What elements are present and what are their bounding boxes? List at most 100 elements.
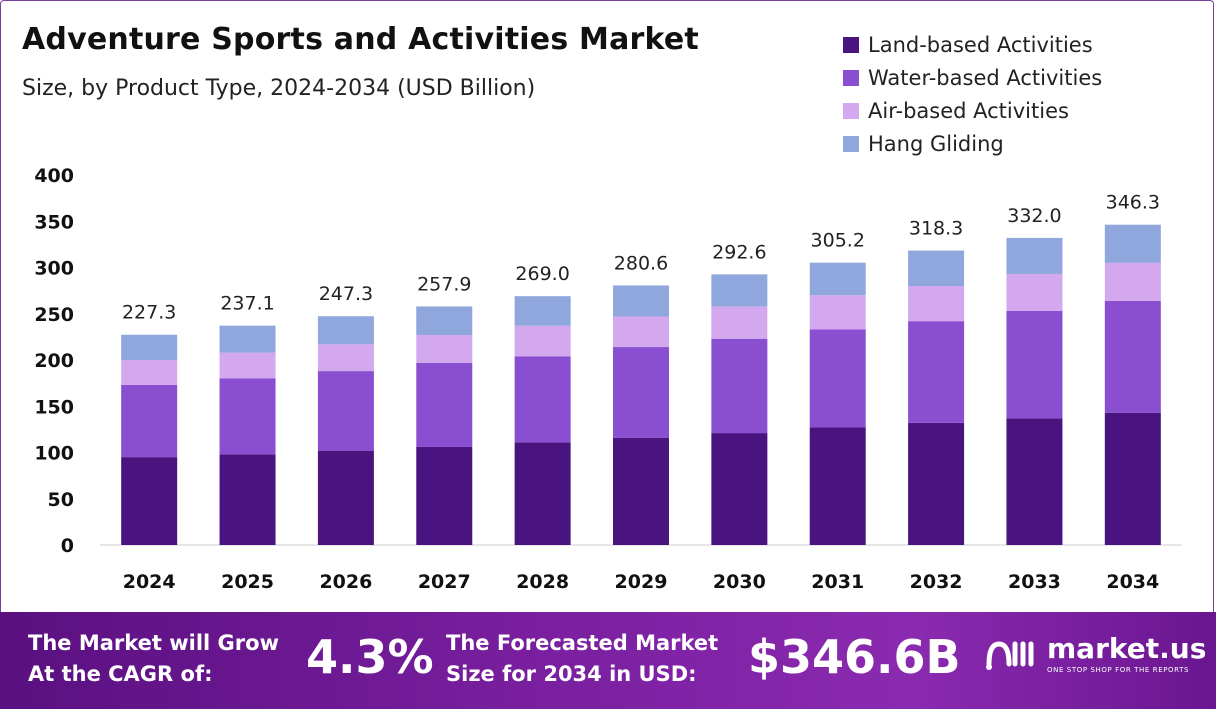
- bar-segment-hang: [711, 274, 768, 307]
- x-tick-label: 2027: [418, 571, 471, 593]
- y-tick-label: 200: [34, 350, 74, 372]
- x-tick-label: 2028: [516, 571, 569, 593]
- bar-segment-hang: [908, 250, 965, 286]
- bar-segment-air: [809, 295, 866, 330]
- bar-total-label: 227.3: [122, 302, 176, 324]
- bar-total-label: 257.9: [417, 273, 471, 295]
- bar-segment-land: [613, 437, 669, 545]
- bar-segment-hang: [514, 296, 571, 326]
- y-tick-label: 300: [34, 258, 74, 280]
- y-tick-label: 250: [34, 304, 74, 326]
- legend-item-air: Air-based Activities: [843, 94, 1102, 127]
- bar-segment-air: [1104, 262, 1161, 301]
- bar-segment-water: [1006, 310, 1063, 419]
- y-tick-label: 50: [48, 489, 74, 511]
- bar-total-label: 332.0: [1007, 205, 1061, 227]
- bar-segment-air: [514, 325, 571, 357]
- bar-segment-land: [219, 454, 276, 545]
- legend-item-land: Land-based Activities: [843, 28, 1102, 61]
- bar-total-label: 280.6: [614, 252, 668, 274]
- bar-segment-land: [317, 450, 374, 545]
- bar-segment-water: [1104, 300, 1161, 413]
- chart-frame: [0, 0, 1214, 612]
- cagr-label-line1: The Market will Grow: [28, 631, 279, 655]
- bar-segment-water: [711, 338, 768, 434]
- bar-segment-hang: [317, 316, 374, 345]
- forecast-label: The Forecasted Market Size for 2034 in U…: [446, 628, 718, 690]
- legend-label-land: Land-based Activities: [868, 32, 1093, 57]
- forecast-label-line1: The Forecasted Market: [446, 631, 719, 655]
- bar-segment-water: [317, 371, 374, 451]
- bar-total-label: 346.3: [1106, 192, 1160, 214]
- legend-label-air: Air-based Activities: [868, 98, 1069, 123]
- brand-name: market.us: [1047, 632, 1207, 665]
- y-tick-label: 100: [34, 443, 74, 465]
- chart-subtitle: Size, by Product Type, 2024-2034 (USD Bi…: [22, 76, 536, 101]
- bar-segment-land: [711, 433, 768, 545]
- bar-segment-air: [317, 344, 374, 372]
- bar-segment-air: [711, 306, 768, 339]
- x-tick-label: 2034: [1106, 571, 1159, 593]
- footer-banner: The Market will Grow At the CAGR of: 4.3…: [0, 612, 1216, 709]
- x-tick-label: 2024: [123, 571, 176, 593]
- x-tick-label: 2026: [319, 571, 372, 593]
- x-tick-label: 2025: [221, 571, 274, 593]
- legend-swatch-land: [843, 36, 859, 53]
- legend-swatch-hang: [843, 135, 859, 152]
- bar-segment-hang: [416, 306, 473, 336]
- forecast-label-line2: Size for 2034 in USD:: [446, 662, 697, 686]
- legend: Land-based Activities Water-based Activi…: [843, 28, 1102, 160]
- bar-segment-land: [121, 457, 178, 545]
- bar-total-label: 292.6: [712, 241, 766, 263]
- legend-label-hang: Hang Gliding: [868, 131, 1004, 156]
- bar-segment-water: [416, 362, 473, 447]
- bar-segment-land: [809, 427, 866, 545]
- bar-segment-hang: [1006, 237, 1063, 274]
- bar-segment-land: [1006, 418, 1063, 545]
- legend-swatch-water: [843, 69, 859, 86]
- x-tick-label: 2031: [811, 571, 864, 593]
- bar-segment-water: [809, 329, 866, 428]
- chart-title: Adventure Sports and Activities Market: [22, 22, 699, 57]
- bar-segment-air: [121, 360, 178, 385]
- bar-segment-land: [514, 442, 571, 545]
- y-tick-label: 0: [61, 535, 74, 557]
- x-tick-label: 2030: [713, 571, 766, 593]
- x-tick-label: 2029: [615, 571, 668, 593]
- brand-text: market.us ONE STOP SHOP FOR THE REPORTS: [1047, 632, 1207, 675]
- x-tick-label: 2033: [1008, 571, 1061, 593]
- brand-logo[interactable]: market.us ONE STOP SHOP FOR THE REPORTS: [985, 634, 1206, 674]
- legend-swatch-air: [843, 102, 859, 119]
- legend-item-water: Water-based Activities: [843, 61, 1102, 94]
- bar-segment-hang: [809, 262, 866, 296]
- bar-segment-air: [613, 316, 669, 348]
- market-us-logo-icon: [986, 641, 1034, 670]
- bar-segment-land: [1104, 412, 1161, 545]
- brand-tagline: ONE STOP SHOP FOR THE REPORTS: [1047, 666, 1190, 674]
- y-tick-label: 350: [34, 211, 74, 233]
- legend-label-water: Water-based Activities: [868, 65, 1103, 90]
- bar-total-label: 305.2: [811, 230, 865, 252]
- bar-segment-hang: [613, 285, 669, 317]
- stacked-bar-chart: 0 50 100 150 200 250 300 350 400 227.3 2024 237.1 20…: [34, 165, 1182, 593]
- bar-segment-water: [908, 321, 965, 423]
- cagr-label-line2: At the CAGR of:: [28, 662, 213, 686]
- bar-segment-land: [416, 446, 473, 545]
- bar-segment-land: [908, 422, 965, 545]
- bar-segment-water: [121, 384, 178, 458]
- bar-segment-hang: [219, 325, 276, 353]
- bar-total-label: 237.1: [220, 293, 274, 315]
- cagr-label: The Market will Grow At the CAGR of:: [28, 628, 279, 690]
- bar-total-label: 269.0: [515, 263, 569, 285]
- bar-segment-air: [1006, 273, 1063, 311]
- bar-segment-water: [514, 356, 571, 443]
- bar-segment-water: [219, 378, 276, 455]
- y-tick-label: 400: [34, 165, 74, 187]
- forecast-value: $346.6B: [748, 630, 961, 684]
- cagr-value: 4.3%: [306, 630, 434, 684]
- y-tick-label: 150: [34, 396, 74, 418]
- bar-segment-air: [908, 286, 965, 322]
- bar-segment-air: [219, 352, 276, 379]
- bar-segment-water: [613, 347, 669, 438]
- bar-segment-hang: [1104, 224, 1161, 263]
